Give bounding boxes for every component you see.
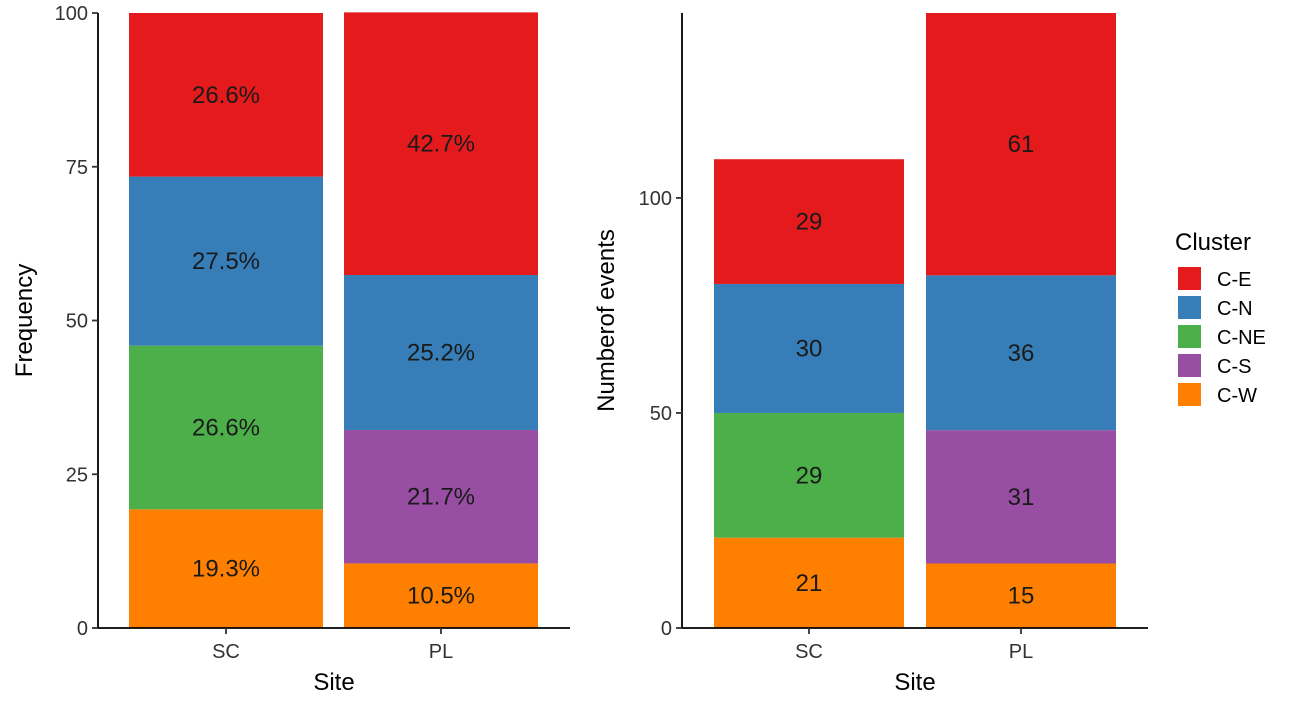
data-label-sc-c-w: 21 (796, 570, 823, 597)
bar-segment-sc-c-w (714, 537, 904, 628)
bar-segment-pl-c-s (926, 430, 1116, 564)
bar-segment-sc-c-e (714, 159, 904, 284)
legend-swatch-c-e (1178, 267, 1201, 290)
legend-swatch-c-ne (1178, 325, 1201, 348)
data-label-pl-c-s: 31 (1008, 484, 1035, 511)
data-label-sc-c-e: 29 (796, 209, 823, 236)
x-tick-label-sc: SC (212, 641, 240, 663)
data-label-sc-c-ne: 26.6% (192, 415, 260, 442)
bar-segment-sc-c-ne (714, 412, 904, 538)
legend-swatch-c-w (1178, 383, 1201, 406)
data-label-sc-c-n: 30 (796, 335, 823, 362)
x-tick-label-pl: PL (429, 641, 453, 663)
data-label-sc-c-e: 26.6% (192, 82, 260, 109)
data-label-pl-c-w: 10.5% (407, 583, 475, 610)
y-axis-title: Frequency (11, 264, 38, 377)
y-tick-label: 0 (661, 618, 672, 640)
x-axis-title: Site (894, 669, 935, 696)
bar-segment-sc-c-ne (129, 345, 323, 510)
y-tick-label: 25 (66, 464, 88, 486)
bar-segment-pl-c-e (926, 13, 1116, 276)
frequency-panel: 19.3% 26.6% 27.5% 26.6% 10.5% 21.7% 25.2% 42.7%… (11, 3, 570, 696)
bar-segment-pl-c-e (344, 12, 538, 275)
legend: Cluster C-E C-N C-NE C-S C-W (1175, 229, 1266, 407)
y-tick-label: 100 (639, 188, 672, 210)
data-label-pl-c-w: 15 (1008, 583, 1035, 610)
x-axis-title: Site (313, 669, 354, 696)
legend-label-c-s: C-S (1217, 356, 1251, 378)
legend-label-c-w: C-W (1217, 385, 1257, 407)
bar-segment-pl-c-n (344, 274, 538, 430)
legend-label-c-ne: C-NE (1217, 327, 1266, 349)
x-tick-label-pl: PL (1009, 641, 1033, 663)
bar-segment-sc-c-n (714, 283, 904, 413)
data-label-pl-c-n: 36 (1008, 340, 1035, 367)
legend-swatch-c-s (1178, 354, 1201, 377)
x-tick-label-sc: SC (795, 641, 823, 663)
bar-segment-pl-c-s (344, 429, 538, 564)
data-label-pl-c-e: 61 (1008, 131, 1035, 158)
bar-segment-sc-c-e (129, 13, 323, 177)
y-tick-label: 75 (66, 157, 88, 179)
data-label-pl-c-s: 21.7% (407, 484, 475, 511)
events-panel: 21 29 30 29 15 31 36 61 0 50 100 SC PL Site Numberof e… (593, 13, 1148, 696)
y-tick-label: 100 (55, 3, 88, 25)
bar-segment-pl-c-n (926, 275, 1116, 431)
data-label-sc-c-n: 27.5% (192, 248, 260, 275)
data-label-pl-c-n: 25.2% (407, 339, 475, 366)
data-label-sc-c-w: 19.3% (192, 556, 260, 583)
bar-segment-sc-c-n (129, 176, 323, 346)
legend-title: Cluster (1175, 229, 1251, 256)
bar-segment-sc-c-w (129, 509, 323, 628)
bar-segment-pl-c-w (344, 563, 538, 628)
data-label-pl-c-e: 42.7% (407, 131, 475, 158)
y-tick-label: 50 (650, 403, 672, 425)
y-tick-label: 50 (66, 311, 88, 333)
legend-label-c-n: C-N (1217, 298, 1253, 320)
bar-segment-pl-c-w (926, 563, 1116, 628)
data-label-sc-c-ne: 29 (796, 462, 823, 489)
legend-label-c-e: C-E (1217, 269, 1251, 291)
legend-swatch-c-n (1178, 296, 1201, 319)
y-axis-title: Numberof events (593, 229, 620, 412)
y-tick-label: 0 (77, 618, 88, 640)
